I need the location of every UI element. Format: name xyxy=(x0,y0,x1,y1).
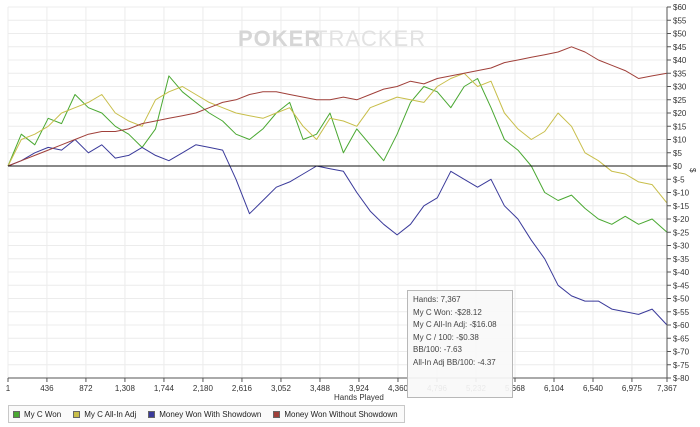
x-axis-title: Hands Played xyxy=(334,393,384,402)
y-tick-label: $-55 xyxy=(673,308,690,317)
y-tick-label: $50 xyxy=(673,30,687,39)
y-tick-label: $-60 xyxy=(673,321,690,330)
series-line-2 xyxy=(7,139,668,326)
legend-label: My C All-In Adj xyxy=(84,409,137,419)
legend-swatch-money-won-with-showdown xyxy=(148,410,156,418)
y-tick-label: $-65 xyxy=(673,334,690,343)
legend-swatch-money-won-without-showdown xyxy=(273,410,281,418)
y-tick-label: $15 xyxy=(673,122,687,131)
y-tick-label: $40 xyxy=(673,56,687,65)
stat-my-c-won: My C Won: -$28.12 xyxy=(413,307,482,317)
stat-my-c-per-100: My C / 100: -$0.38 xyxy=(413,332,479,342)
x-tick-label: 7,367 xyxy=(657,384,678,393)
series-line-1 xyxy=(7,72,668,204)
y-tick-label: $-40 xyxy=(673,268,690,277)
y-tick-label: $-80 xyxy=(673,374,690,383)
x-tick-label: 6,104 xyxy=(544,384,565,393)
y-tick-label: $-35 xyxy=(673,255,690,264)
x-tick-label: 872 xyxy=(79,384,93,393)
watermark: POKER TRACKER xyxy=(238,26,426,51)
y-tick-label: $45 xyxy=(673,43,687,52)
x-tick-label: 3,052 xyxy=(271,384,292,393)
y-tick-label: $30 xyxy=(673,83,687,92)
x-tick-label: 2,180 xyxy=(193,384,214,393)
stat-allin-adj-bb-per-100: All-In Adj BB/100: -4.37 xyxy=(413,357,496,367)
y-tick-label: $-50 xyxy=(673,295,690,304)
y-tick-label: $-25 xyxy=(673,228,690,237)
x-tick-label: 1,744 xyxy=(154,384,175,393)
legend-item-my-c-allin-adj[interactable]: My C All-In Adj xyxy=(73,410,136,419)
y-axis-title: $ xyxy=(688,168,697,173)
series-line-0 xyxy=(7,75,668,233)
x-tick-label: 6,540 xyxy=(583,384,604,393)
watermark-light: TRACKER xyxy=(314,26,426,51)
x-tick-label: 3,924 xyxy=(349,384,370,393)
legend-item-my-c-won[interactable]: My C Won xyxy=(13,410,61,419)
stats-tooltip: Hands: 7,367 My C Won: -$28.12 My C All-… xyxy=(407,290,513,398)
y-tick-label: $55 xyxy=(673,16,687,25)
x-tick-label: 2,616 xyxy=(232,384,253,393)
stat-bb-per-100: BB/100: -7.63 xyxy=(413,345,462,355)
legend-swatch-my-c-allin-adj xyxy=(73,410,81,418)
legend-item-money-won-with-showdown[interactable]: Money Won With Showdown xyxy=(148,410,261,419)
watermark-bold: POKER xyxy=(238,26,321,51)
legend-swatch-my-c-won xyxy=(13,410,20,418)
y-tick-label: $-20 xyxy=(673,215,690,224)
x-tick-label: 6,975 xyxy=(622,384,643,393)
y-tick-label: $-70 xyxy=(673,348,690,357)
y-tick-label: $-15 xyxy=(673,202,690,211)
x-tick-label: 1,308 xyxy=(115,384,136,393)
x-tick-label: 1 xyxy=(6,384,11,393)
y-tick-label: $25 xyxy=(673,96,687,105)
y-tick-label: $60 xyxy=(673,3,687,12)
grid xyxy=(7,6,668,379)
series-line-3 xyxy=(7,46,668,167)
y-tick-label: $-75 xyxy=(673,361,690,370)
legend-label: Money Won Without Showdown xyxy=(284,409,398,419)
legend-label: My C Won xyxy=(24,409,62,419)
y-tick-label: $0 xyxy=(673,162,682,171)
y-tick-label: $-5 xyxy=(673,175,685,184)
y-tick-label: $-45 xyxy=(673,281,690,290)
x-tick-label: 436 xyxy=(40,384,54,393)
x-tick-label: 3,488 xyxy=(310,384,331,393)
y-tick-label: $10 xyxy=(673,136,687,145)
legend-label: Money Won With Showdown xyxy=(159,409,262,419)
x-tick-label: 5,668 xyxy=(505,384,526,393)
y-tick-label: $-10 xyxy=(673,189,690,198)
stat-my-c-allin-adj: My C All-In Adj: -$16.08 xyxy=(413,320,497,330)
stat-hands: Hands: 7,367 xyxy=(413,295,461,304)
y-tick-label: $-30 xyxy=(673,242,690,251)
axes: $60 $55 $50 $45 $40 $35 $30 $25 $20 $15 $10 $5 $0 $-5… xyxy=(6,3,690,393)
y-tick-label: $5 xyxy=(673,149,682,158)
y-tick-label: $20 xyxy=(673,109,687,118)
legend-item-money-won-without-showdown[interactable]: Money Won Without Showdown xyxy=(273,409,398,419)
y-tick-label: $35 xyxy=(673,69,687,78)
legend: My C Won My C All-In Adj Money Won With … xyxy=(8,405,405,423)
series-layer xyxy=(7,46,668,326)
x-tick-label: 4,360 xyxy=(388,384,409,393)
